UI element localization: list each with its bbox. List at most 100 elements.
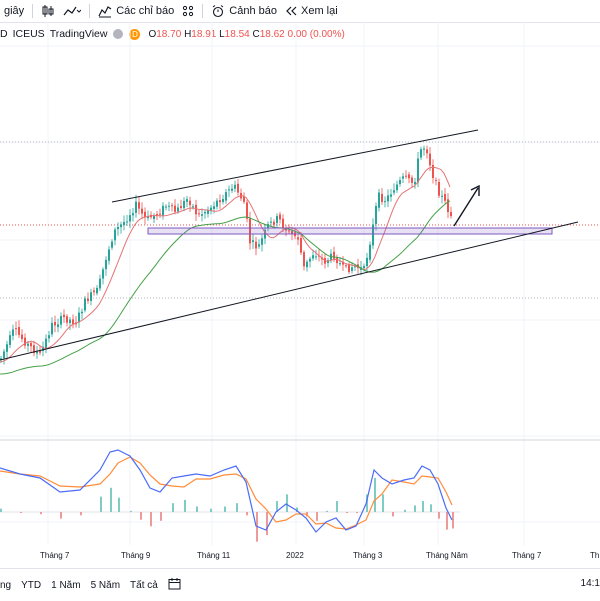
candle-body [414, 181, 416, 185]
range-1y-button[interactable]: 1 Năm [51, 579, 81, 591]
candle-body [423, 148, 425, 150]
interval-selector[interactable]: giây [0, 0, 28, 22]
candle-body [429, 153, 431, 166]
candle-body [435, 179, 437, 181]
change-value: 0.00 (0.00%) [287, 28, 345, 40]
candle-body [0, 358, 2, 360]
candle-body [387, 195, 389, 202]
chart-type-button[interactable] [59, 0, 85, 22]
price-chart[interactable] [0, 22, 600, 548]
range-all-button[interactable]: Tất cả [130, 579, 158, 591]
range-5y-button[interactable]: 5 Năm [90, 579, 121, 591]
candle-body [447, 199, 449, 213]
candle-body [438, 181, 440, 196]
macd-histogram-bar [430, 504, 432, 512]
candle-body [168, 205, 170, 207]
candle-body [18, 327, 20, 335]
candle-body [78, 312, 80, 323]
candle-body [90, 292, 92, 301]
candle-body [258, 244, 260, 247]
candle-body [261, 238, 263, 245]
range-ytd-button[interactable]: YTD [21, 579, 42, 591]
top-toolbar: giây Các chỉ báo [0, 0, 600, 23]
candle-body [219, 200, 221, 203]
candle-body [60, 315, 62, 325]
candle-body [132, 213, 134, 216]
candle-body [42, 346, 44, 351]
candle-body [30, 343, 32, 347]
time-label: Tháng 11 [197, 551, 231, 560]
candle-body [63, 314, 65, 318]
clock: 14:1 [580, 578, 600, 589]
candle-body [306, 261, 308, 268]
candle-body [381, 193, 383, 202]
macd-histogram-bar [346, 512, 348, 514]
candle-body [102, 269, 104, 279]
symbol-legend: D ICEUS TradingView D O18.70 H18.91 L18.… [0, 26, 345, 42]
candle-body [69, 319, 71, 323]
macd-histogram-bar [110, 487, 112, 512]
close-label: C [252, 28, 260, 40]
time-label: Th [590, 551, 600, 560]
macd-histogram-bar [392, 512, 394, 517]
macd-histogram-bar [356, 512, 358, 514]
candle-body [198, 213, 200, 215]
upper-trendline [111, 129, 479, 203]
candle-body [201, 214, 203, 216]
candle-body [207, 210, 209, 214]
candle-body [396, 184, 398, 191]
symbol-name[interactable]: D [0, 28, 8, 40]
open-label: O [148, 28, 157, 40]
macd-histogram-bar [296, 507, 298, 512]
templates-button[interactable] [178, 0, 198, 22]
candle-body [195, 204, 197, 215]
indicators-button[interactable]: Các chỉ báo [94, 0, 178, 22]
candle-body [249, 218, 251, 244]
candle-body [411, 177, 413, 183]
candle-body [93, 290, 95, 293]
candle-body [342, 261, 344, 265]
time-axis[interactable]: Tháng 7 Tháng 9 Tháng 11 2022 Tháng 3 Th… [0, 548, 600, 566]
candle-body [426, 149, 428, 154]
low-label: L [219, 28, 225, 40]
candle-body [54, 321, 56, 326]
macd-histogram-bar [140, 512, 142, 520]
candle-body [237, 183, 239, 193]
macd-histogram-bar [438, 512, 440, 519]
exchange-name: ICEUS [12, 28, 45, 40]
candle-body [309, 258, 311, 262]
candle-body [375, 205, 377, 224]
macd-histogram-bar [118, 497, 120, 512]
candle-body [450, 211, 452, 217]
bar-style-button[interactable] [37, 0, 59, 22]
candle-body [303, 252, 305, 267]
candle-body [390, 194, 392, 197]
candle-body [246, 202, 248, 219]
arrow-head-icon [470, 184, 480, 196]
candle-body [171, 205, 173, 207]
candle-body [84, 298, 86, 311]
replay-button[interactable]: Xem lại [281, 0, 342, 22]
macd-histogram-bar [452, 512, 454, 529]
macd-histogram-bar [266, 512, 268, 536]
candle-body [144, 211, 146, 218]
candle-body [378, 192, 380, 208]
candle-body [57, 324, 59, 328]
candle-body [39, 350, 41, 353]
date-range-button[interactable] [163, 577, 186, 593]
candle-body [180, 205, 182, 208]
macd-histogram-bar [0, 508, 2, 512]
candle-body [108, 249, 110, 261]
lower-trendline [0, 221, 579, 361]
candle-body [393, 190, 395, 193]
candle-body [117, 227, 119, 230]
candle-body [363, 266, 365, 269]
alert-button[interactable]: Cảnh báo [207, 0, 281, 22]
candle-body [279, 214, 281, 220]
candle-body [312, 255, 314, 259]
candle-body [243, 196, 245, 202]
macd-histogram-bar [40, 512, 42, 515]
range-5d-button[interactable]: ng [0, 579, 12, 591]
candle-body [288, 230, 290, 232]
candle-body [234, 184, 236, 189]
